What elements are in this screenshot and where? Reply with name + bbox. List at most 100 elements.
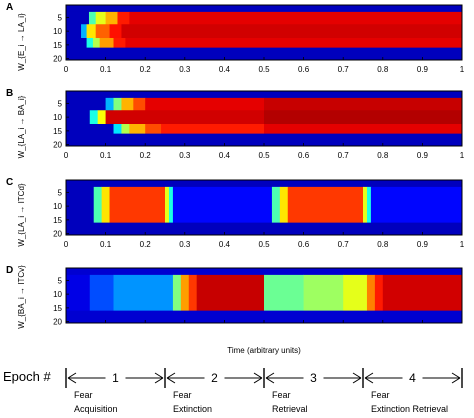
heatmap-cell-b-3-5 — [161, 124, 265, 135]
x-tick-label: 0.9 — [417, 65, 429, 74]
heatmap-cell-d-1-12 — [382, 274, 463, 312]
heatmap-cell-b-2-0 — [66, 110, 91, 125]
x-tick-label: 0.7 — [338, 65, 350, 74]
x-tick-label: 0.6 — [298, 151, 310, 160]
y-tick-label: 15 — [53, 127, 62, 136]
heatmap-cell-a-0-0 — [66, 5, 463, 13]
x-tick-label: 0 — [64, 151, 69, 160]
x-tick-label: 0.1 — [100, 151, 112, 160]
panel-a-y-ticks: 5 10 15 20 — [53, 13, 69, 64]
epoch-arrowhead-left — [265, 372, 275, 384]
heatmap-cell-b-1-2 — [113, 97, 122, 111]
heatmap-cell-c-1-4 — [165, 186, 170, 224]
heatmap-cell-a-3-1 — [86, 38, 94, 49]
x-tick-label: 0.2 — [140, 151, 152, 160]
heatmap-cell-d-0-0 — [66, 268, 463, 276]
heatmap-cell-d-1-7 — [264, 274, 304, 312]
heatmap-cell-d-1-4 — [180, 274, 190, 312]
heatmap-cell-c-1-6 — [172, 186, 273, 224]
panel-a: A W_{E_i → LA_i} 5 10 15 20 0 0.1 0.2 0.3 0.4 0.… — [6, 2, 465, 74]
epoch-segments: 1 Fear Acquisition 2 Fear Extinction 3 Fear Retr… — [65, 368, 463, 414]
heatmap-cell-a-4-0 — [66, 47, 463, 61]
y-tick-label: 20 — [53, 318, 62, 327]
x-tick-label: 0.7 — [338, 240, 350, 249]
heatmap-cell-b-1-4 — [133, 97, 146, 111]
y-tick-label: 20 — [53, 55, 62, 64]
epoch-arrowhead-right — [154, 372, 164, 384]
heatmap-cell-c-2-0 — [66, 222, 463, 236]
heatmap-cell-c-1-10 — [363, 186, 368, 224]
panel-b-letter: B — [6, 88, 13, 99]
x-tick-label: 0.1 — [100, 240, 112, 249]
heatmap-cell-c-1-11 — [366, 186, 372, 224]
y-tick-label: 5 — [58, 188, 63, 197]
heatmap-cell-a-1-3 — [105, 11, 118, 25]
heatmap-cell-c-1-7 — [271, 186, 281, 224]
panel-d-letter: D — [6, 265, 13, 276]
panel-a-ylabel: W_{E_i → LA_i} — [17, 13, 26, 71]
heatmap-cell-a-1-0 — [66, 11, 90, 25]
epoch-label: Epoch # — [3, 369, 51, 384]
x-tick-label: 0.6 — [298, 240, 310, 249]
heatmap-cell-c-1-12 — [370, 186, 463, 224]
x-tick-label: 0 — [64, 240, 69, 249]
heatmap-cell-c-1-8 — [279, 186, 289, 224]
heatmap-cell-a-1-4 — [117, 11, 130, 25]
epoch-number: 1 — [112, 371, 119, 385]
y-tick-label: 10 — [53, 27, 62, 36]
panel-b-y-ticks: 5 10 15 20 — [53, 99, 69, 150]
x-tick-label: 0 — [64, 65, 69, 74]
epoch-phase-line1: Fear — [272, 390, 291, 400]
panel-c-x-ticks: 0 0.1 0.2 0.3 0.4 0.5 0.6 0.7 0.8 0.9 1 — [64, 232, 465, 249]
panel-a-letter: A — [6, 2, 13, 13]
heatmap-cell-d-1-9 — [343, 274, 368, 312]
y-tick-label: 10 — [53, 113, 62, 122]
x-tick-label: 0.1 — [100, 65, 112, 74]
heatmap-cell-d-1-8 — [303, 274, 344, 312]
epoch-phase-line1: Fear — [371, 390, 390, 400]
x-tick-label: 0.4 — [219, 65, 231, 74]
heatmap-cell-a-3-3 — [99, 38, 114, 49]
heatmap-cell-a-3-5 — [125, 38, 463, 49]
heatmap-cell-b-3-4 — [145, 124, 162, 135]
heatmap-cell-b-1-1 — [105, 97, 114, 111]
heatmap-cell-c-1-0 — [66, 186, 95, 224]
heatmap-cell-a-3-0 — [66, 38, 87, 49]
heatmap-cell-d-2-0 — [66, 310, 463, 324]
epoch-number: 3 — [310, 371, 317, 385]
panel-b-heatmap — [66, 91, 463, 147]
epoch-arrowhead-right — [451, 372, 461, 384]
heatmap-cell-d-1-5 — [188, 274, 198, 312]
heatmap-cell-b-2-2 — [97, 110, 106, 125]
x-tick-label: 0.3 — [179, 65, 191, 74]
epoch-number: 2 — [211, 371, 218, 385]
x-tick-label: 0.9 — [417, 151, 429, 160]
panel-c-heatmap — [66, 180, 463, 236]
heatmap-cell-c-0-0 — [66, 180, 463, 188]
y-tick-label: 10 — [53, 290, 62, 299]
heatmap-cell-b-1-5 — [145, 97, 265, 111]
panel-d-ylabel: W_{BA_i → ITCv} — [17, 265, 26, 329]
x-tick-label: 0.2 — [140, 65, 152, 74]
panel-d-heatmap — [66, 268, 463, 324]
epoch-timeline: Epoch # 1 Fear Acquisition 2 Fear Extinction 3… — [3, 368, 463, 414]
epoch-phase-line1: Fear — [173, 390, 192, 400]
x-tick-label: 0.3 — [179, 151, 191, 160]
heatmap-cell-d-1-1 — [89, 274, 114, 312]
heatmap-cell-a-2-3 — [95, 24, 110, 39]
heatmap-cell-a-1-2 — [95, 11, 106, 25]
heatmap-cell-d-1-3 — [172, 274, 182, 312]
heatmap-cell-c-1-1 — [93, 186, 103, 224]
x-tick-label: 0.4 — [219, 240, 231, 249]
heatmap-cell-d-1-10 — [366, 274, 376, 312]
panel-b-ylabel: W_{LA_i → BA_i} — [17, 95, 26, 158]
heatmap-cell-b-2-3 — [105, 110, 265, 125]
x-tick-label: 0.8 — [377, 65, 389, 74]
panel-c-ylabel: W_{LA_i → ITCd} — [17, 183, 26, 246]
heatmap-cell-c-1-3 — [109, 186, 166, 224]
x-tick-label: 0.5 — [258, 240, 270, 249]
heatmap-cell-a-3-4 — [113, 38, 126, 49]
epoch-phase-line2: Retrieval — [272, 404, 308, 414]
